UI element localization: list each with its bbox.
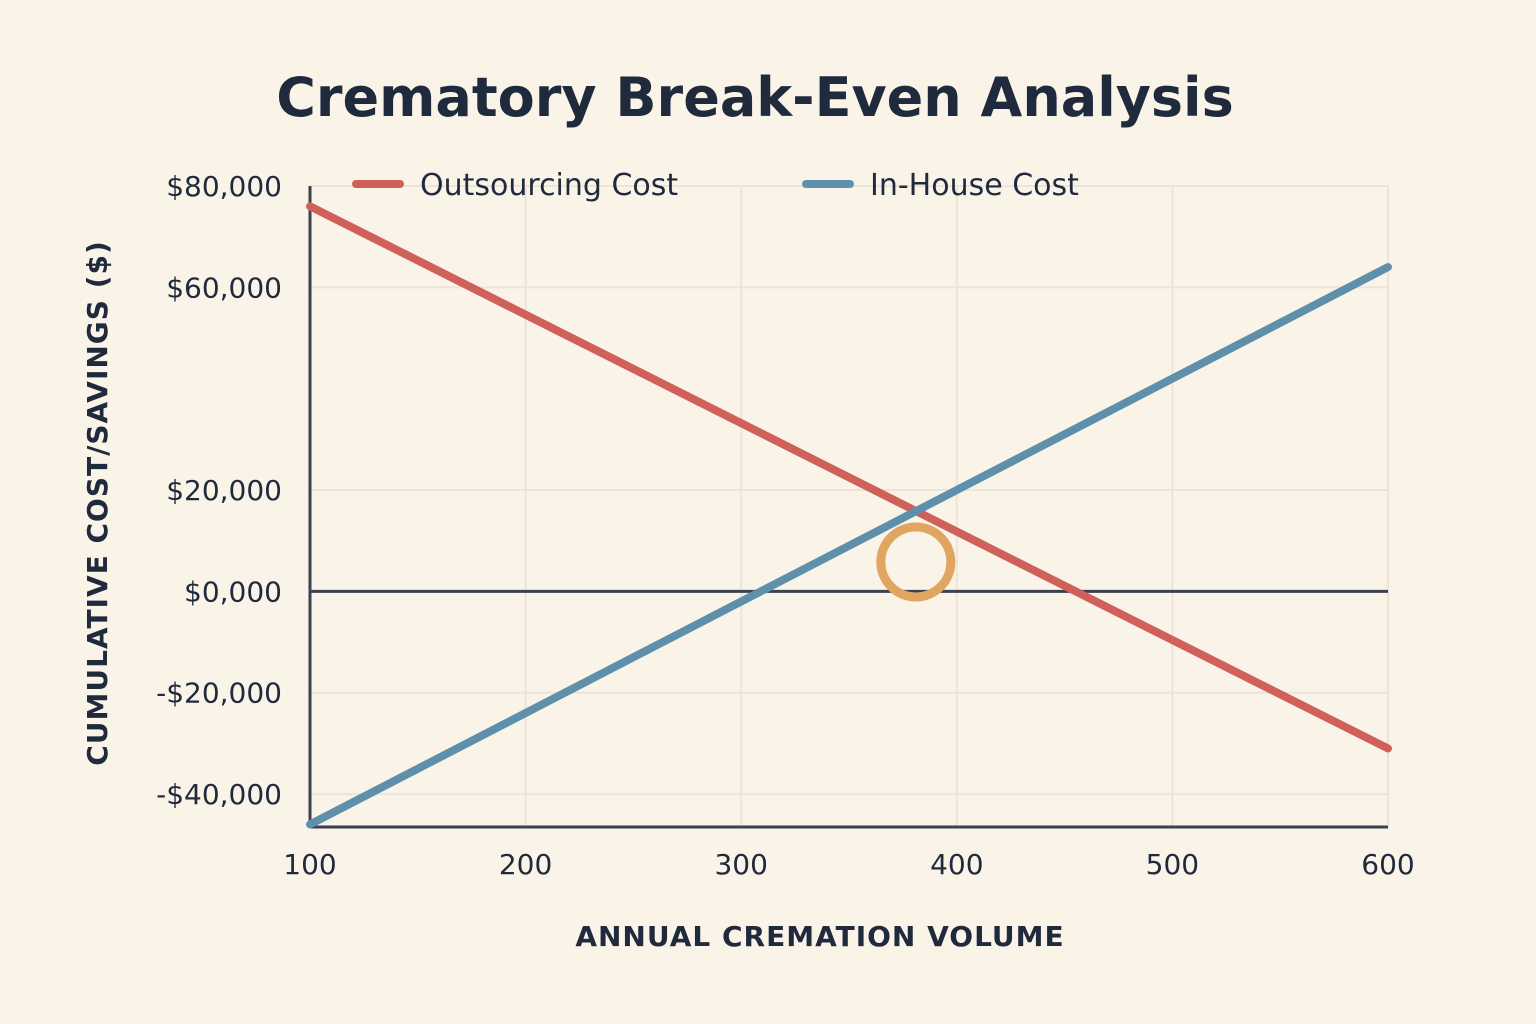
x-axis-title: ANNUAL CREMATION VOLUME [575,920,1064,953]
x-tick-label: 500 [1146,848,1199,881]
chart-title: Crematory Break-Even Analysis [276,66,1233,129]
series-line-1 [306,202,1392,753]
y-tick-label: $0,000 [184,575,282,608]
x-tick-label: 600 [1361,848,1414,881]
y-tick-label: $60,000 [166,271,282,304]
annotations [876,522,956,602]
tick-labels: 100 200 300 400 500 600 $80,000 $60,000 $20,000 $… [156,170,1415,881]
series-lines [306,202,1392,829]
x-tick-label: 300 [714,848,767,881]
legend-item: In-House Cost [802,168,1079,203]
x-tick-label: 200 [499,848,552,881]
legend-item: Outsourcing Cost [352,168,678,203]
break-even-marker [876,522,956,602]
legend-label: In-House Cost [870,168,1079,203]
x-tick-label: 400 [930,848,983,881]
y-tick-label: $80,000 [166,170,282,203]
y-tick-label: $20,000 [166,474,282,507]
legend-label: Outsourcing Cost [420,168,678,203]
x-tick-label: 100 [283,848,336,881]
y-tick-label: -$20,000 [156,677,282,710]
y-axis-title: CUMULATIVE COST/SAVINGS ($) [81,240,114,766]
y-tick-label: -$40,000 [156,778,282,811]
axes [308,186,1388,829]
legend: Outsourcing Cost In-House Cost [352,168,1079,203]
series-line-2 [306,263,1392,829]
grid [310,185,1389,827]
